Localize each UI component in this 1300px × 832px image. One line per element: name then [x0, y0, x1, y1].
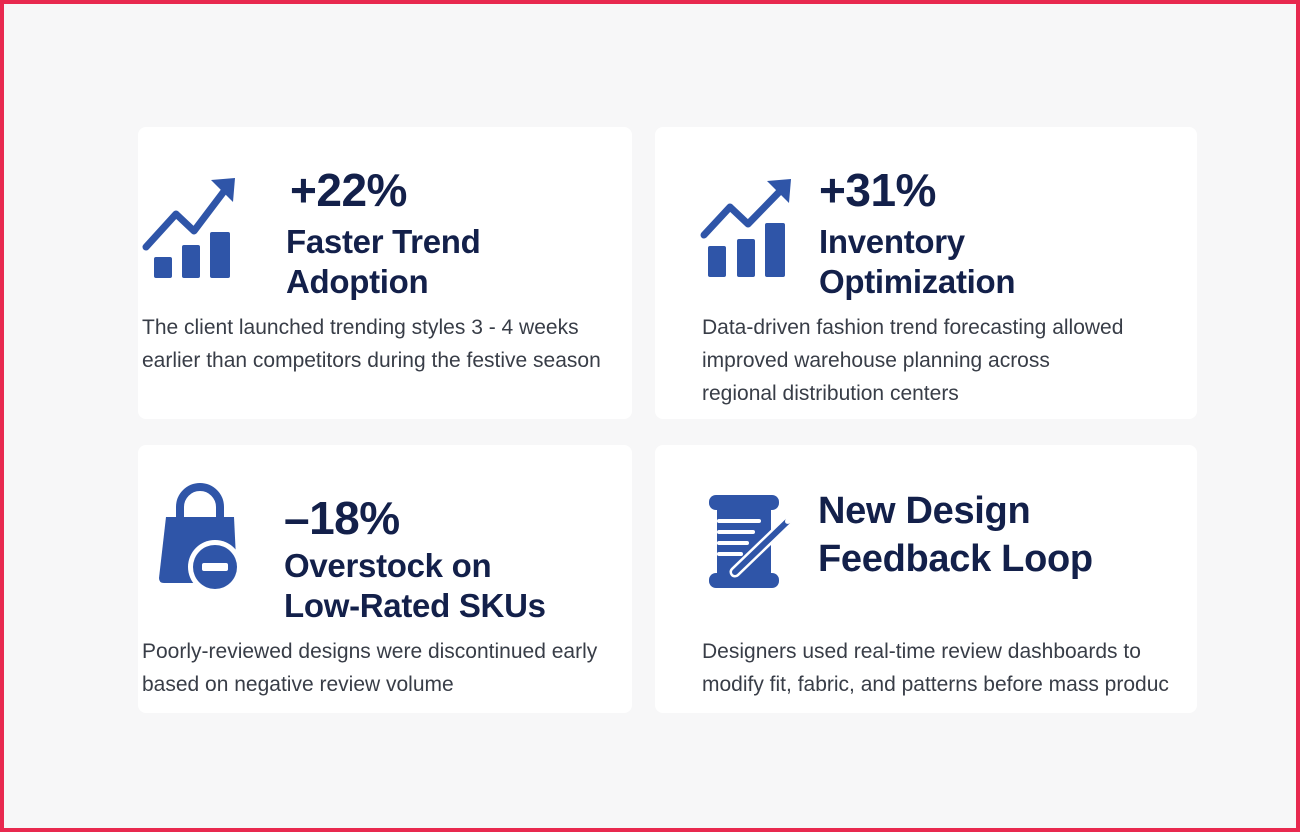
card-description-line: improved warehouse planning across: [702, 349, 1050, 372]
card-title-line: New Design: [818, 490, 1031, 532]
card-description-line: Designers used real-time review dashboar…: [702, 640, 1141, 663]
card-title-line: Low-Rated SKUs: [284, 587, 546, 624]
card-title-line: Adoption: [286, 263, 429, 300]
card-title-line: Optimization: [819, 263, 1016, 300]
card-title-line: Faster Trend: [286, 223, 481, 260]
card-description-line: based on negative review volume: [142, 673, 454, 696]
spool-needle-icon: [709, 495, 795, 588]
growth-chart-icon: [142, 178, 235, 278]
stat-card-overstock: –18% Overstock on Low-Rated SKUs Poorly-…: [138, 445, 632, 713]
card-description-line: earlier than competitors during the fest…: [142, 349, 601, 372]
card-title-line: Overstock on: [284, 547, 492, 584]
stat-card-inventory-optimization: +31% Inventory Optimization Data-driven …: [655, 127, 1197, 419]
metric-value: –18%: [284, 492, 400, 544]
metric-value: +22%: [290, 164, 407, 216]
card-description-line: Poorly-reviewed designs were discontinue…: [142, 640, 598, 663]
growth-chart-icon: [700, 179, 791, 277]
card-title-line: Inventory: [819, 223, 965, 260]
stat-card-feedback-loop: New Design Feedback Loop Designers used …: [655, 445, 1197, 713]
card-description-line: modify fit, fabric, and patterns before …: [702, 673, 1169, 696]
shopping-bag-minus-icon: [159, 483, 242, 594]
card-description-line: Data-driven fashion trend forecasting al…: [702, 316, 1124, 339]
card-description-line: The client launched trending styles 3 - …: [142, 316, 579, 339]
card-description-line: regional distribution centers: [702, 382, 959, 405]
metric-value: +31%: [819, 164, 936, 216]
stat-card-trend-adoption: +22% Faster Trend Adoption The client la…: [138, 127, 632, 419]
card-title-line: Feedback Loop: [818, 538, 1093, 580]
